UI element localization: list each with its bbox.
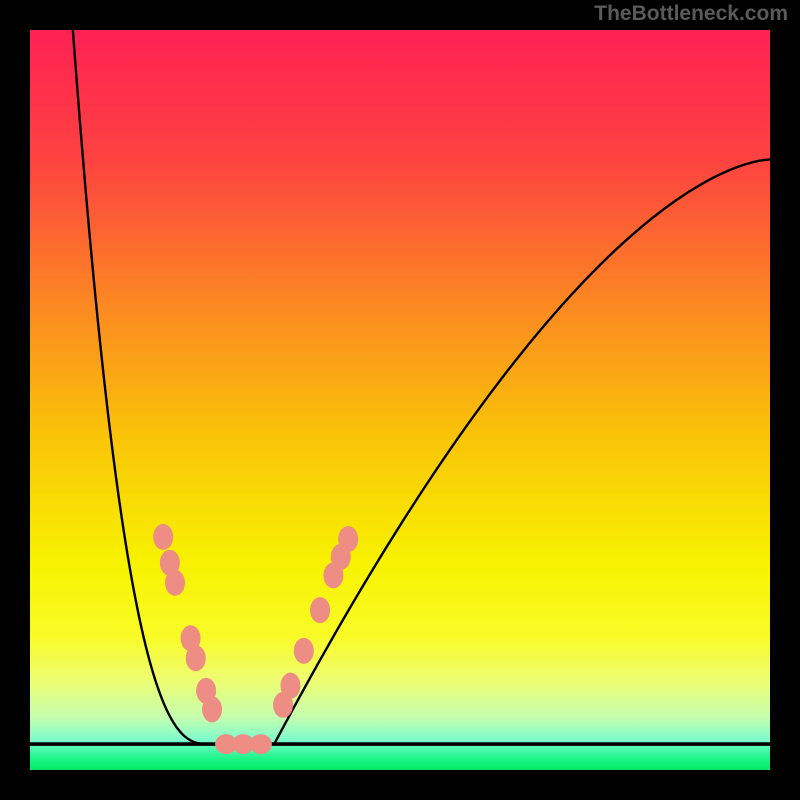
data-marker	[165, 570, 185, 596]
data-marker	[280, 673, 300, 699]
data-marker	[338, 526, 358, 552]
watermark-text: TheBottleneck.com	[594, 2, 788, 26]
data-marker	[310, 597, 330, 623]
data-marker	[153, 524, 173, 550]
data-marker	[250, 734, 272, 754]
data-marker	[294, 638, 314, 664]
data-marker	[186, 645, 206, 671]
bottleneck-curve-chart	[0, 0, 800, 800]
data-marker	[202, 696, 222, 722]
plot-background	[30, 30, 770, 770]
chart-container: TheBottleneck.com	[0, 0, 800, 800]
